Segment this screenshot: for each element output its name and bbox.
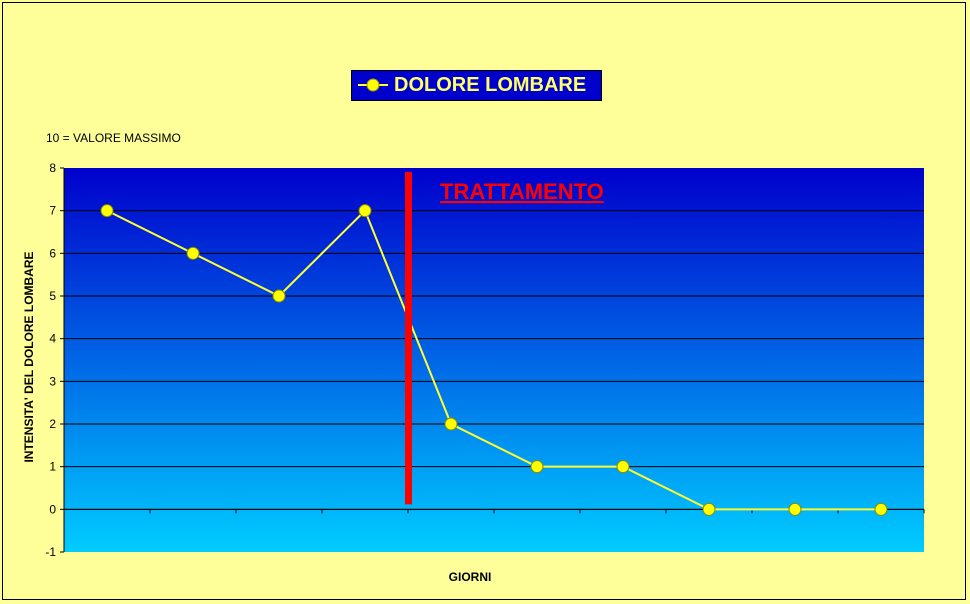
y-tick-label: 1 bbox=[49, 460, 56, 474]
data-point bbox=[359, 205, 371, 217]
data-point bbox=[101, 205, 113, 217]
treatment-annotation: TRATTAMENTO bbox=[440, 179, 604, 204]
data-point bbox=[875, 503, 887, 515]
y-axis-tick-labels: -1 0 1 2 3 4 5 6 7 8 bbox=[45, 161, 56, 559]
y-tick-label: -1 bbox=[45, 545, 56, 559]
data-point bbox=[273, 290, 285, 302]
scale-note: 10 = VALORE MASSIMO bbox=[46, 131, 181, 145]
data-point bbox=[617, 461, 629, 473]
y-tick-label: 6 bbox=[49, 246, 56, 260]
y-tick-label: 4 bbox=[49, 332, 56, 346]
y-tick-label: 5 bbox=[49, 289, 56, 303]
y-tick-label: 7 bbox=[49, 204, 56, 218]
x-axis-label: GIORNI bbox=[0, 570, 940, 584]
plot-area bbox=[64, 168, 924, 552]
data-point bbox=[187, 247, 199, 259]
treatment-marker-bar bbox=[405, 172, 412, 504]
legend-swatch-icon bbox=[352, 70, 394, 101]
y-tick-label: 2 bbox=[49, 417, 56, 431]
legend: DOLORE LOMBARE bbox=[351, 70, 602, 101]
y-tick-label: 8 bbox=[49, 161, 56, 175]
data-point bbox=[703, 503, 715, 515]
data-point bbox=[531, 461, 543, 473]
legend-entry-label: DOLORE LOMBARE bbox=[394, 74, 586, 97]
data-point bbox=[445, 418, 457, 430]
data-point bbox=[789, 503, 801, 515]
y-tick-label: 0 bbox=[49, 502, 56, 516]
y-tick-label: 3 bbox=[49, 374, 56, 388]
